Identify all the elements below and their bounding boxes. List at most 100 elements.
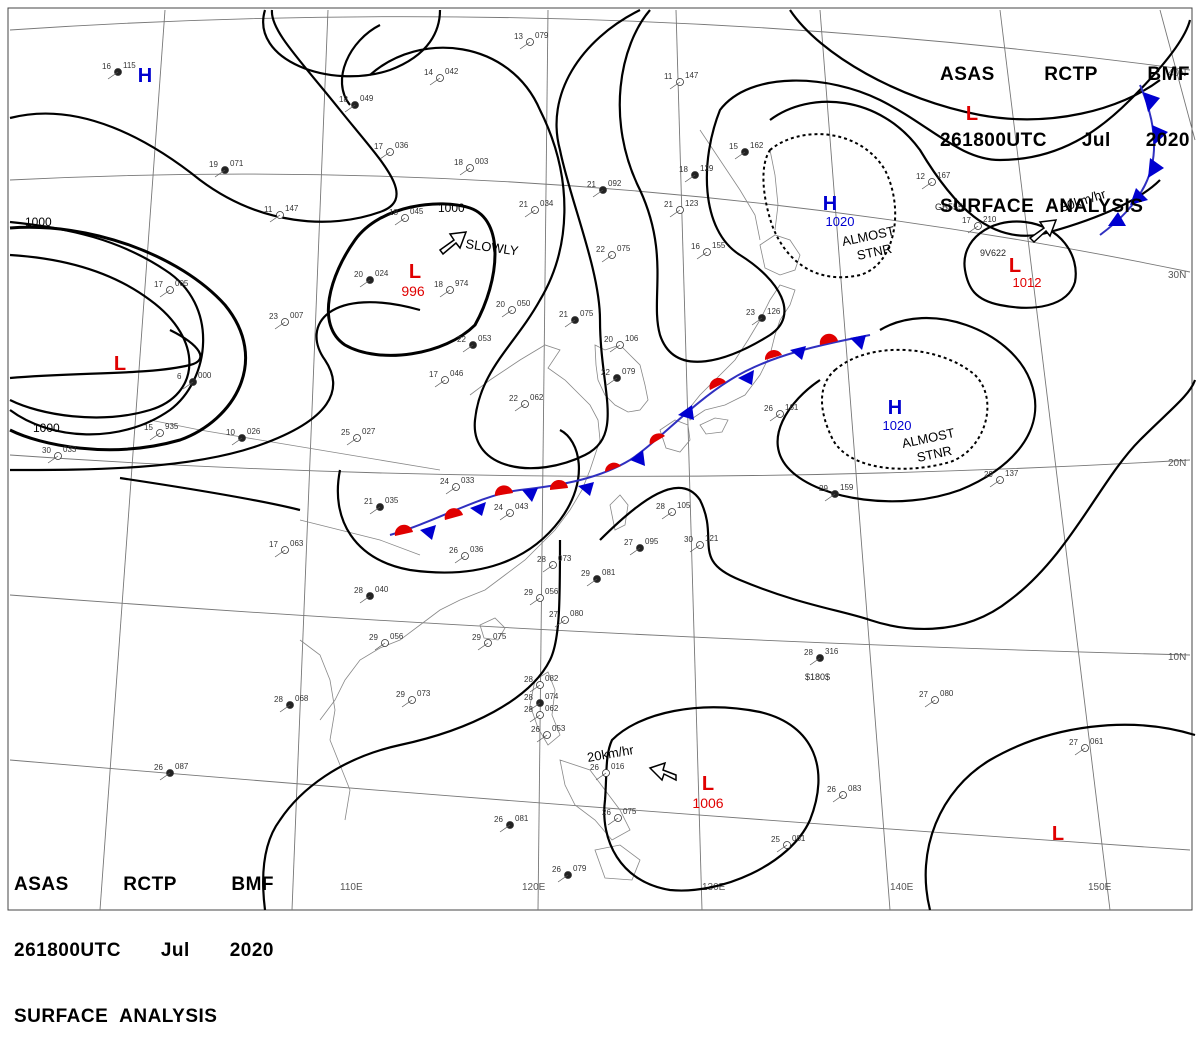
station-pressure: 081 [792, 834, 806, 843]
station-pressure: 147 [685, 71, 699, 80]
wind-barb [499, 512, 511, 521]
station-temperature: 28 [524, 705, 533, 714]
warm-front-symbols [394, 333, 838, 536]
lat-label: 20N [1168, 458, 1186, 469]
station-pressure: 053 [552, 724, 566, 733]
station-pressure: 159 [840, 483, 854, 492]
wind-barb [529, 684, 541, 693]
wind-barb [279, 704, 291, 713]
station-plot: 18 045 [389, 207, 424, 226]
station-temperature: 29 [472, 633, 481, 642]
station-pressure: 974 [455, 279, 469, 288]
station-temperature: 27 [1069, 738, 1078, 747]
station-pressure: 050 [517, 299, 531, 308]
station-plot: 29 075 [472, 632, 507, 651]
station-temperature: 22 [601, 368, 610, 377]
station-temperature: 27 [624, 538, 633, 547]
lat-label: 40N [1168, 68, 1186, 79]
wind-barb [439, 289, 451, 298]
station-pressure: 082 [545, 674, 559, 683]
station-temperature: 17 [962, 216, 971, 225]
station-id: $180$ [805, 672, 830, 682]
dashed-isobars [762, 133, 989, 470]
station-temperature: 29 [524, 588, 533, 597]
station-pressure: 071 [230, 159, 244, 168]
station-temperature: 17 [429, 370, 438, 379]
low-center-label: L [702, 773, 714, 795]
station-temperature: 28 [524, 675, 533, 684]
station-plot: 28 316 [804, 647, 839, 666]
station-temperature: 18 [454, 158, 463, 167]
station-plot: 30 033 [42, 445, 77, 464]
station-temperature: 17 [154, 280, 163, 289]
stationary-note: STNR [856, 241, 894, 263]
header-title: SURFACE ANALYSIS [14, 1006, 218, 1027]
station-temperature: 26 [449, 546, 458, 555]
wind-barb [586, 578, 598, 587]
cold-front-symbols [420, 335, 866, 540]
wind-barb [684, 174, 696, 183]
header-issuer: ASAS [940, 64, 995, 85]
station-plot: 29 159 [819, 483, 854, 502]
station-temperature: 22 [509, 394, 518, 403]
station-temperature: 18 [339, 95, 348, 104]
isobar [369, 9, 641, 470]
station-plot: 26 087 [154, 762, 189, 781]
header-title: SURFACE ANALYSIS [940, 196, 1144, 217]
station-temperature: 20 [604, 335, 613, 344]
station-pressure: 053 [478, 334, 492, 343]
wind-barb [689, 544, 701, 553]
station-plot: 15 935 [144, 422, 179, 441]
station-plot: 15 162 [729, 141, 764, 160]
station-temperature: 28 [656, 502, 665, 511]
station-plot: 28 074 [524, 692, 559, 711]
station-pressure: 080 [940, 689, 954, 698]
station-temperature: 26 [531, 725, 540, 734]
header-issuer: ASAS [14, 874, 69, 895]
station-plot: 11 147 [664, 71, 699, 90]
wind-barb [751, 317, 763, 326]
station-temperature: 29 [819, 484, 828, 493]
station-temperature: 21 [519, 200, 528, 209]
station-plot: 13 079 [514, 31, 549, 50]
high-center-label: H [138, 65, 152, 87]
station-plot: 18 003 [454, 157, 489, 176]
station-pressure: 007 [290, 311, 304, 320]
wind-barb [445, 486, 457, 495]
wind-barb [529, 702, 541, 711]
station-plot: 22 062 [509, 393, 544, 412]
wind-barb [592, 189, 604, 198]
low-center-label: L [1009, 255, 1021, 277]
lat-label: 10N [1168, 652, 1186, 663]
isobar [119, 476, 301, 512]
sakhalin [769, 149, 779, 231]
header-code: BMF [1147, 64, 1190, 85]
station-plot: 22 053 [457, 334, 492, 353]
parallel-0 [9, 759, 1191, 851]
wind-barb [989, 479, 1001, 488]
station-pressure: 162 [750, 141, 764, 150]
taiwan [609, 494, 629, 531]
station-pressure: 062 [530, 393, 544, 402]
isobar [336, 429, 581, 574]
wind-barb [274, 321, 286, 330]
station-temperature: 28 [524, 693, 533, 702]
station-pressure: 092 [608, 179, 622, 188]
chart-header-bottom: ASAS RCTP BMF 261800UTC Jul 2020 SURFACE… [14, 830, 274, 1050]
movement-arrows [438, 219, 1058, 782]
station-pressure: 026 [247, 427, 261, 436]
station-temperature: 26 [602, 808, 611, 817]
station-plot: 29 073 [396, 689, 431, 708]
wind-barb [107, 71, 119, 80]
station-plot: 29 137 [984, 469, 1019, 488]
station-temperature: 21 [664, 200, 673, 209]
station-plot: 27 080 [549, 609, 584, 628]
station-plot: 27 061 [1069, 737, 1104, 756]
station-id: 9V622 [980, 248, 1006, 258]
meridian-110e [291, 9, 329, 911]
wind-barb [776, 844, 788, 853]
isobar [924, 723, 1196, 911]
station-pressure: 167 [937, 171, 951, 180]
wind-barb [401, 699, 413, 708]
